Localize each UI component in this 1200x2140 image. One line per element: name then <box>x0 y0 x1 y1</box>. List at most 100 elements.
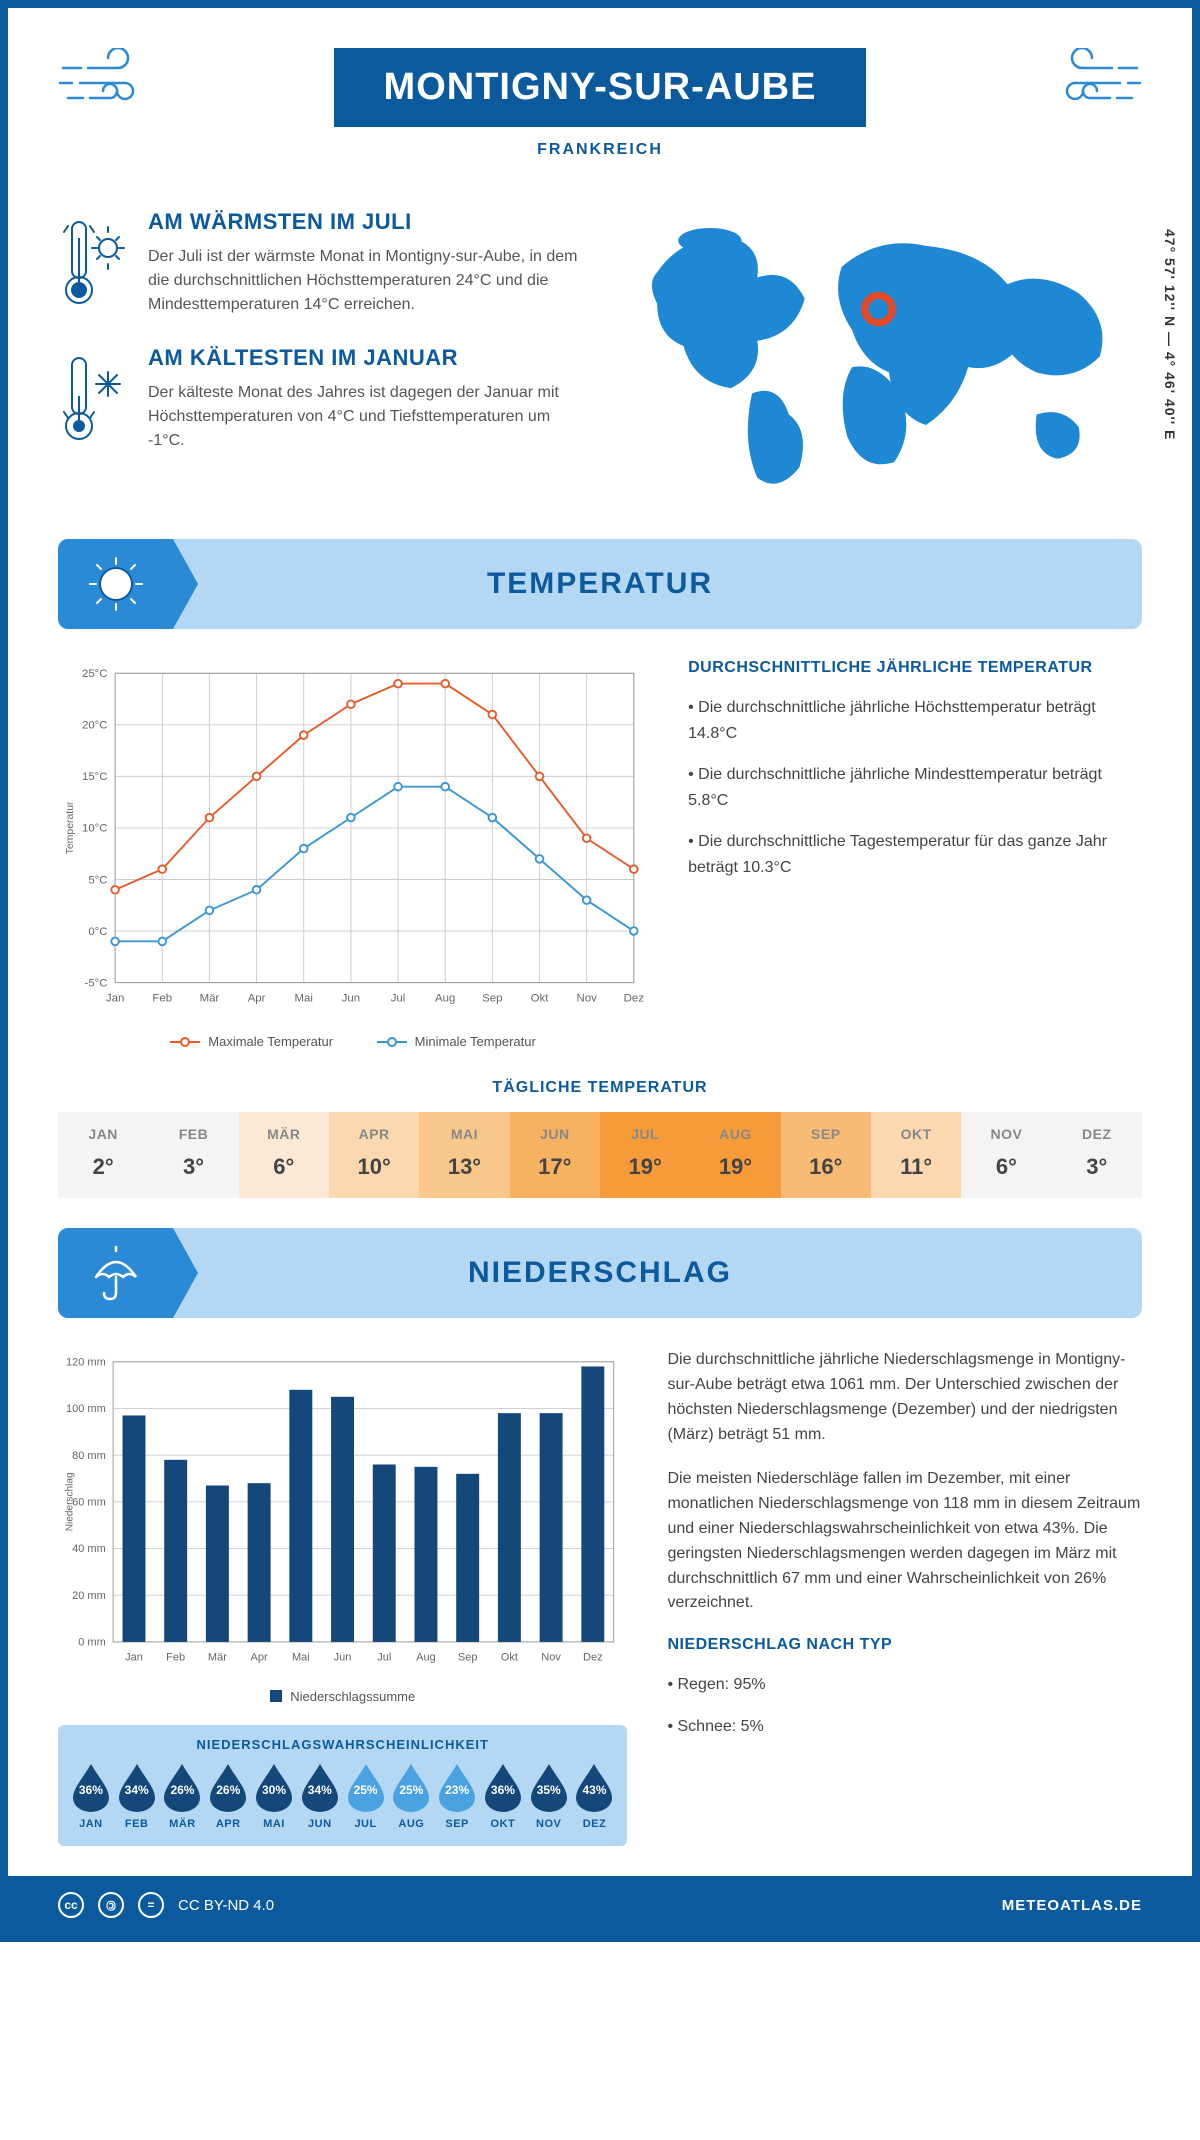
drop-icon: 36% <box>483 1762 523 1812</box>
svg-text:Sep: Sep <box>458 1652 478 1664</box>
umbrella-icon <box>86 1243 146 1303</box>
daily-value: 16° <box>781 1154 871 1180</box>
probability-title: NIEDERSCHLAGSWAHRSCHEINLICHKEIT <box>68 1737 617 1752</box>
prob-month: SEP <box>437 1818 477 1830</box>
svg-text:-5°C: -5°C <box>85 978 108 990</box>
prob-month: APR <box>208 1818 248 1830</box>
drop-value: 30% <box>254 1783 294 1797</box>
drop-icon: 34% <box>117 1762 157 1812</box>
svg-text:120 mm: 120 mm <box>66 1357 106 1369</box>
drop-icon: 26% <box>208 1762 248 1812</box>
svg-text:10°C: 10°C <box>82 823 108 835</box>
drop-icon: 35% <box>529 1762 569 1812</box>
daily-value: 11° <box>871 1154 961 1180</box>
drop-value: 35% <box>529 1783 569 1797</box>
thermometer-sun-icon <box>58 209 128 317</box>
by-icon: 🄯 <box>98 1892 124 1918</box>
fact-cold-text: Der kälteste Monat des Jahres ist dagege… <box>148 381 585 453</box>
section-header-precipitation: NIEDERSCHLAG <box>58 1228 1142 1318</box>
cc-icon: cc <box>58 1892 84 1918</box>
daily-value: 17° <box>510 1154 600 1180</box>
svg-text:Jan: Jan <box>106 993 124 1005</box>
temperature-chart: -5°C0°C5°C10°C15°C20°C25°CJanFebMärAprMa… <box>58 659 648 1049</box>
svg-text:Mär: Mär <box>208 1652 227 1664</box>
bar-chart-svg: 0 mm20 mm40 mm60 mm80 mm100 mm120 mmJanF… <box>58 1348 627 1679</box>
temp-bullet: • Die durchschnittliche jährliche Mindes… <box>688 762 1142 813</box>
prob-month: NOV <box>529 1818 569 1830</box>
daily-month: DEZ <box>1052 1126 1142 1142</box>
daily-month: AUG <box>690 1126 780 1142</box>
drop-value: 34% <box>300 1783 340 1797</box>
svg-text:25°C: 25°C <box>82 668 108 680</box>
svg-text:Jul: Jul <box>391 993 406 1005</box>
svg-text:20°C: 20°C <box>82 720 108 732</box>
content-area: MONTIGNY-SUR-AUBE FRANKREICH <box>8 8 1192 1876</box>
svg-text:Mär: Mär <box>200 993 220 1005</box>
drop-icon: 26% <box>162 1762 202 1812</box>
precip-type-heading: NIEDERSCHLAG NACH TYP <box>667 1636 1142 1654</box>
prob-month: AUG <box>391 1818 431 1830</box>
svg-text:Niederschlag: Niederschlag <box>65 1473 76 1532</box>
prob-cell: 25% JUL <box>346 1762 386 1830</box>
drop-value: 23% <box>437 1783 477 1797</box>
prob-cell: 35% NOV <box>529 1762 569 1830</box>
daily-value: 10° <box>329 1154 419 1180</box>
intro-facts: AM WÄRMSTEN IM JULI Der Juli ist der wär… <box>58 209 585 509</box>
precip-p2: Die meisten Niederschläge fallen im Deze… <box>667 1467 1142 1616</box>
temp-bullet: • Die durchschnittliche jährliche Höchst… <box>688 695 1142 746</box>
drop-value: 26% <box>162 1783 202 1797</box>
svg-text:Nov: Nov <box>541 1652 561 1664</box>
drop-icon: 43% <box>574 1762 614 1812</box>
drop-icon: 30% <box>254 1762 294 1812</box>
daily-value: 3° <box>1052 1154 1142 1180</box>
daily-cell: SEP16° <box>781 1112 871 1198</box>
thermometer-snow-icon <box>58 345 128 453</box>
svg-text:Jan: Jan <box>125 1652 143 1664</box>
fact-cold-title: AM KÄLTESTEN IM JANUAR <box>148 345 585 371</box>
prob-month: DEZ <box>574 1818 614 1830</box>
precipitation-chart: 0 mm20 mm40 mm60 mm80 mm100 mm120 mmJanF… <box>58 1348 627 1846</box>
wind-decoration-icon <box>58 48 158 118</box>
daily-cell: DEZ 3° <box>1052 1112 1142 1198</box>
section-title: TEMPERATUR <box>487 567 713 601</box>
svg-text:Jun: Jun <box>342 993 360 1005</box>
drop-value: 25% <box>346 1783 386 1797</box>
prob-cell: 23% SEP <box>437 1762 477 1830</box>
page-title: MONTIGNY-SUR-AUBE <box>334 48 867 127</box>
page-frame: MONTIGNY-SUR-AUBE FRANKREICH <box>0 0 1200 1942</box>
daily-month: JUL <box>600 1126 690 1142</box>
svg-text:Dez: Dez <box>624 993 645 1005</box>
svg-text:40 mm: 40 mm <box>72 1543 106 1555</box>
temp-summary-heading: DURCHSCHNITTLICHE JÄHRLICHE TEMPERATUR <box>688 659 1142 677</box>
fact-warm-title: AM WÄRMSTEN IM JULI <box>148 209 585 235</box>
prob-month: MAI <box>254 1818 294 1830</box>
precipitation-row: 0 mm20 mm40 mm60 mm80 mm100 mm120 mmJanF… <box>58 1348 1142 1846</box>
drop-value: 43% <box>574 1783 614 1797</box>
drop-value: 26% <box>208 1783 248 1797</box>
svg-text:Okt: Okt <box>501 1652 518 1664</box>
svg-text:Aug: Aug <box>416 1652 436 1664</box>
daily-temp-title: TÄGLICHE TEMPERATUR <box>58 1079 1142 1097</box>
daily-temp-table: JAN2°FEB3°MÄR6°APR10°MAI13°JUN17°JUL19°A… <box>58 1112 1142 1198</box>
intro-map: 47° 57' 12'' N — 4° 46' 40'' E <box>615 209 1142 509</box>
prob-month: FEB <box>117 1818 157 1830</box>
svg-text:Okt: Okt <box>531 993 550 1005</box>
svg-text:Apr: Apr <box>251 1652 268 1664</box>
prob-month: MÄR <box>162 1818 202 1830</box>
section-header-temperature: TEMPERATUR <box>58 539 1142 629</box>
daily-value: 6° <box>239 1154 329 1180</box>
svg-text:Temperatur: Temperatur <box>65 801 76 854</box>
prob-month: JUN <box>300 1818 340 1830</box>
prob-month: JAN <box>71 1818 111 1830</box>
precip-type-bullet: • Regen: 95% <box>667 1672 1142 1698</box>
daily-cell: MÄR6° <box>239 1112 329 1198</box>
svg-text:Apr: Apr <box>248 993 266 1005</box>
daily-cell: JAN2° <box>58 1112 148 1198</box>
svg-text:Dez: Dez <box>583 1652 603 1664</box>
chart-legend: Maximale Temperatur Minimale Temperatur <box>58 1031 648 1050</box>
daily-cell: FEB3° <box>148 1112 238 1198</box>
prob-month: JUL <box>346 1818 386 1830</box>
precip-p1: Die durchschnittliche jährliche Niedersc… <box>667 1348 1142 1447</box>
section-tab <box>58 1228 173 1318</box>
drop-value: 34% <box>117 1783 157 1797</box>
